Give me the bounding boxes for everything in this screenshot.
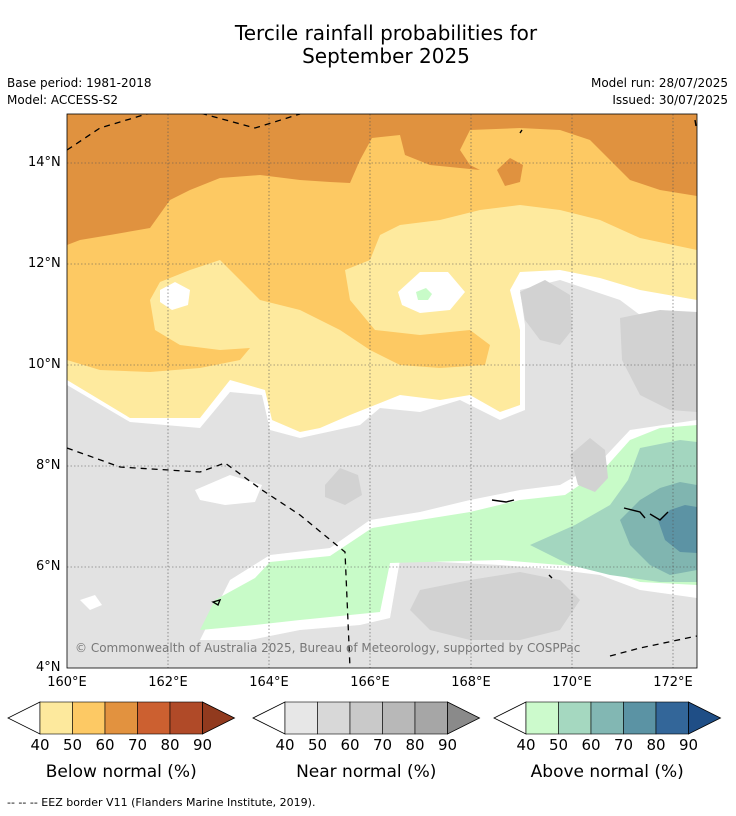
above-normal-40-region xyxy=(200,425,697,630)
colorbar-swatch xyxy=(137,701,171,735)
lon-label: 170°E xyxy=(552,675,592,690)
below-normal-60-region xyxy=(67,114,697,245)
lon-label: 160°E xyxy=(47,675,87,690)
colorbar-tick-label: 80 xyxy=(405,736,425,754)
colorbar-tick-label: 70 xyxy=(372,736,393,754)
title-line-2: September 2025 xyxy=(302,44,470,68)
colorbar-swatch xyxy=(104,701,138,735)
base-period: Base period: 1981-2018 xyxy=(7,76,152,90)
above-normal-60-region xyxy=(620,482,697,575)
islands xyxy=(211,119,697,607)
colorbar-tick-label: 60 xyxy=(95,736,115,754)
colorbar-group xyxy=(7,701,722,735)
colorbar-tick-label: 90 xyxy=(192,736,213,754)
colorbar-tick-label: 40 xyxy=(30,736,50,754)
eez-border-lines xyxy=(67,114,697,668)
colorbar-swatch xyxy=(382,701,416,735)
map-fields xyxy=(67,114,697,668)
colorbar-low-extend xyxy=(7,701,41,735)
colorbar-high-extend xyxy=(202,701,236,735)
gridlines xyxy=(67,114,697,668)
colorbar-tick-label: 80 xyxy=(646,736,666,754)
colorbar-tick-label: 40 xyxy=(275,736,295,754)
colorbar-swatch xyxy=(414,701,448,735)
colorbar-swatch xyxy=(623,701,657,735)
lon-label: 168°E xyxy=(451,675,491,690)
lon-label: 164°E xyxy=(249,675,289,690)
colorbar-swatch xyxy=(558,701,592,735)
colorbar-tick-label: 90 xyxy=(678,736,699,754)
colorbar-low-extend xyxy=(252,701,286,735)
colorbar-tick-label: 40 xyxy=(516,736,536,754)
lon-label: 172°E xyxy=(653,675,693,690)
lat-label: 8°N xyxy=(36,458,61,473)
colorbar-label: Below normal (%) xyxy=(45,762,197,782)
meta-right: Model run: 28/07/2025 Issued: 30/07/2025 xyxy=(591,75,728,109)
colorbar-tick-label: 50 xyxy=(307,736,328,754)
lat-label: 6°N xyxy=(36,559,61,574)
near-normal-40-region xyxy=(67,280,697,668)
copyright-credit: © Commonwealth of Australia 2025, Bureau… xyxy=(75,641,581,655)
colorbar-swatch xyxy=(590,701,624,735)
colorbar-swatch xyxy=(317,701,351,735)
colorbar-swatch xyxy=(525,701,559,735)
eez-footnote: -- -- -- EEZ border V11 (Flanders Marine… xyxy=(7,796,316,809)
colorbar-tick-label: 60 xyxy=(581,736,601,754)
chart-title: Tercile rainfall probabilities for Septe… xyxy=(0,22,736,68)
colorbar-label: Near normal (%) xyxy=(296,762,437,782)
colorbar-high-extend xyxy=(688,701,722,735)
colorbar-tick-label: 60 xyxy=(340,736,360,754)
colorbar-tick-label: 80 xyxy=(160,736,180,754)
colorbar-swatch xyxy=(655,701,689,735)
colorbar-high-extend xyxy=(447,701,481,735)
lat-label: 4°N xyxy=(36,660,61,675)
model-name: Model: ACCESS-S2 xyxy=(7,93,119,107)
colorbar-swatch xyxy=(72,701,106,735)
colorbar-low-extend xyxy=(493,701,527,735)
colorbar-swatch xyxy=(349,701,383,735)
lat-label: 14°N xyxy=(28,155,61,170)
below-normal-50-region xyxy=(67,114,697,372)
model-run: Model run: 28/07/2025 xyxy=(590,76,728,90)
lat-label: 12°N xyxy=(28,256,61,271)
lon-label: 162°E xyxy=(148,675,188,690)
colorbar-swatch xyxy=(169,701,203,735)
colorbar-tick-label: 70 xyxy=(127,736,148,754)
colorbar-swatch xyxy=(284,701,318,735)
colorbar-swatch xyxy=(39,701,73,735)
colorbar-tick-label: 50 xyxy=(62,736,83,754)
above-normal-70-region xyxy=(658,505,697,553)
issued-date: Issued: 30/07/2025 xyxy=(612,93,728,107)
meta-left: Base period: 1981-2018 Model: ACCESS-S2 xyxy=(7,75,152,109)
lon-label: 166°E xyxy=(350,675,390,690)
colorbar-tick-label: 70 xyxy=(613,736,634,754)
title-line-1: Tercile rainfall probabilities for xyxy=(234,21,538,45)
lat-label: 10°N xyxy=(28,357,61,372)
colorbar-label: Above normal (%) xyxy=(530,762,684,782)
colorbar-tick-label: 90 xyxy=(437,736,458,754)
colorbar-tick-label: 50 xyxy=(548,736,569,754)
